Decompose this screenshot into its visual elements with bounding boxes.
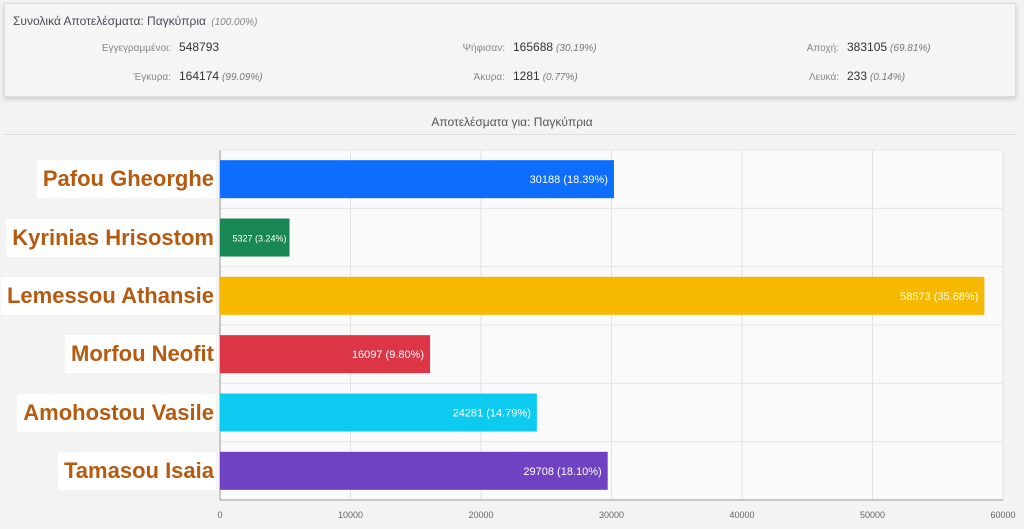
- bar: [220, 393, 537, 432]
- x-tick-label: 10000: [338, 510, 363, 520]
- bar-data-label: 24281 (14.79%): [453, 408, 531, 420]
- x-tick-label: 0: [217, 510, 222, 520]
- category-label: Morfou Neofit: [65, 335, 216, 374]
- category-label: Pafou Gheorghe: [36, 160, 216, 199]
- summary-panel: Συνολικά Αποτελέσματα: Παγκύπρια (100.00…: [4, 3, 1016, 97]
- bar-data-label: 29708 (18.10%): [523, 466, 601, 478]
- x-tick-label: 50000: [860, 510, 885, 520]
- chart-title: Αποτελέσματα για: Παγκύπρια: [431, 115, 593, 129]
- bar: [220, 276, 985, 315]
- category-label: Kyrinias Hrisostom: [6, 218, 216, 257]
- bar-data-label: 30188 (18.39%): [530, 174, 608, 186]
- x-tick-label: 30000: [599, 510, 624, 520]
- category-label: Amohostou Vasile: [17, 393, 216, 432]
- bar-data-label: 16097 (9.80%): [352, 349, 424, 361]
- bar-data-label: 5327 (3.24%): [232, 234, 286, 244]
- stat-blank: Λευκά: 233 (0.14%): [808, 69, 906, 83]
- x-tick-label: 60000: [990, 510, 1015, 520]
- stat-abstention: Αποχή: 383105 (69.81%): [806, 40, 931, 54]
- x-tick-label: 40000: [729, 510, 754, 520]
- category-label: Lemessou Athansie: [0, 276, 216, 315]
- stat-registered: Εγγεγραμμένοι: 548793: [101, 40, 220, 54]
- bar: [220, 218, 290, 257]
- summary-title-text: Συνολικά Αποτελέσματα: Παγκύπρια: [13, 14, 206, 28]
- stat-valid: Έγκυρα: 164174 (99.09%): [133, 69, 263, 83]
- x-tick-label: 20000: [468, 510, 493, 520]
- category-label: Tamasou Isaia: [58, 451, 216, 490]
- bar: [220, 335, 431, 374]
- bar: [220, 160, 614, 199]
- stat-voted: Ψήφισαν: 165688 (30.19%): [462, 40, 597, 54]
- bar-data-label: 58573 (35.68%): [900, 291, 978, 303]
- summary-title: Συνολικά Αποτελέσματα: Παγκύπρια (100.00…: [13, 14, 257, 28]
- summary-title-pct: (100.00%): [211, 17, 258, 28]
- bar: [220, 451, 608, 490]
- stat-invalid: Άκυρα: 1281 (0.77%): [473, 69, 578, 83]
- chart-divider: [4, 134, 1016, 135]
